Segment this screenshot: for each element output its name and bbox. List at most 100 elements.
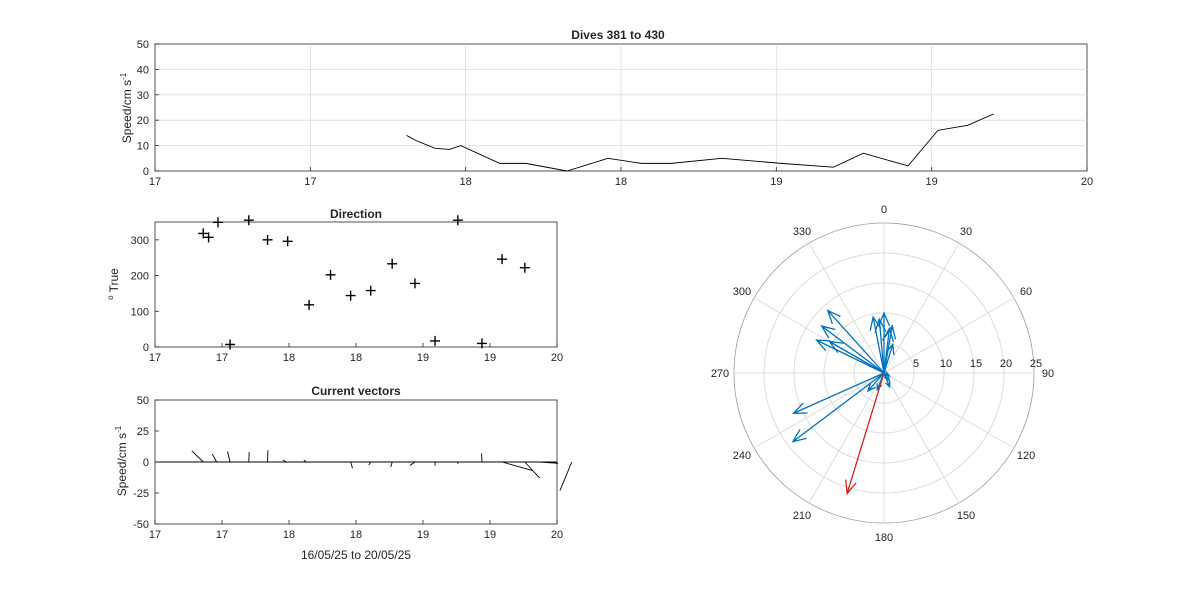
x-tick-label: 19 [417,529,429,541]
y-tick-label: 0 [143,342,149,354]
current-arrow [827,340,885,374]
polar-angle-label: 210 [793,510,811,522]
direction-marker [325,269,336,280]
polar-plot: 5 10 15 20 25 0 30 60 90 120 150 180 210 240 270 300 330 [711,204,1054,544]
x-tick-label: 19 [926,176,938,188]
y-tick-label: 50 [137,39,149,51]
direction-marker [304,299,315,310]
polar-angle-label: 120 [1017,450,1035,462]
y-tick-label: 30 [137,90,149,102]
polar-angle-label: 90 [1042,368,1054,380]
current-vector [539,461,559,464]
vectors-y-axis-label: Speed/cm s-1 [114,425,129,496]
direction-marker [452,215,463,226]
polar-angle-label: 30 [960,226,972,238]
y-tick-label: 20 [137,115,149,127]
y-tick-label: 25 [137,426,149,438]
x-tick-label: 19 [417,352,429,364]
polar-angle-label: 240 [733,450,751,462]
direction-marker [345,290,356,301]
current-vectors-plot: 17 17 18 18 19 19 20 -50 -25 0 25 50 Current vector… [114,384,573,562]
direction-marker [212,217,223,228]
direction-marker [243,215,254,226]
current-arrow [826,309,885,374]
polar-spoke [883,372,1015,449]
current-arrow [820,325,885,374]
current-vector [501,461,534,472]
current-vector [227,451,231,463]
direction-marker [430,335,441,346]
polar-spoke [883,242,960,374]
current-vector [559,461,573,491]
direction-marker [387,258,398,269]
polar-spoke [883,297,1015,374]
y-tick-label: -25 [133,488,149,500]
polar-angle-label: 180 [875,532,893,544]
y-tick-label: -50 [133,519,149,531]
polar-spoke [808,242,885,374]
current-arrow [883,342,895,374]
polar-angle-label: 150 [957,510,975,522]
current-vector [409,461,416,466]
direction-y-axis-label: oTrue [106,268,121,300]
x-tick-label: 17 [216,352,228,364]
x-tick-label: 20 [551,529,563,541]
x-tick-label: 17 [304,176,316,188]
current-vectors-title: Current vectors [311,384,401,398]
x-tick-label: 18 [350,352,362,364]
y-tick-label: 0 [143,166,149,178]
speed-y-axis-label: Speed/cm s-1 [119,72,134,143]
direction-marker [497,254,508,265]
x-tick-label: 17 [149,529,161,541]
polar-radius-label: 25 [1030,358,1042,370]
polar-angle-label: 270 [711,368,729,380]
y-tick-label: 10 [137,141,149,153]
current-arrow [869,315,885,374]
direction-marker [203,232,214,243]
current-arrow [815,339,885,374]
x-tick-label: 19 [770,176,782,188]
polar-radius-label: 10 [940,358,952,370]
direction-marker [225,339,236,350]
x-tick-label: 18 [460,176,472,188]
current-vector [390,461,393,468]
current-vector [524,461,541,479]
current-vector [211,453,218,463]
polar-angle-label: 60 [1020,286,1032,298]
current-vector [350,461,353,469]
speed-series-line [406,113,994,172]
polar-radius-label: 20 [1000,358,1012,370]
direction-marker [262,234,273,245]
vectors-x-axis-label: 16/05/25 to 20/05/25 [301,548,411,562]
y-tick-label: 300 [131,235,149,247]
polar-angle-label: 330 [793,226,811,238]
direction-marker [282,236,293,247]
current-vector [191,450,204,463]
y-tick-label: 50 [137,395,149,407]
y-tick-label: 100 [131,306,149,318]
y-tick-label: 200 [131,271,149,283]
current-arrow [791,372,885,443]
speed-plot-title: Dives 381 to 430 [571,28,665,42]
x-tick-label: 18 [615,176,627,188]
direction-plot-title: Direction [330,207,382,221]
y-tick-label: 0 [143,457,149,469]
polar-angle-label: 300 [733,286,751,298]
current-arrow [866,372,885,393]
current-arrow [883,370,891,377]
y-tick-label: 40 [137,64,149,76]
x-tick-label: 19 [484,529,496,541]
polar-spoke [808,372,885,504]
x-tick-label: 18 [350,529,362,541]
direction-marker [365,285,376,296]
current-vector [303,459,307,463]
x-tick-label: 17 [149,176,161,188]
x-tick-label: 18 [283,352,295,364]
x-tick-label: 19 [484,352,496,364]
mean-current-arrow [845,372,885,496]
polar-angle-label: 0 [881,204,887,216]
x-tick-label: 17 [149,352,161,364]
speed-plot: 17 17 18 18 19 19 20 0 10 20 30 40 50 Dives 381 to 4… [119,28,1093,188]
